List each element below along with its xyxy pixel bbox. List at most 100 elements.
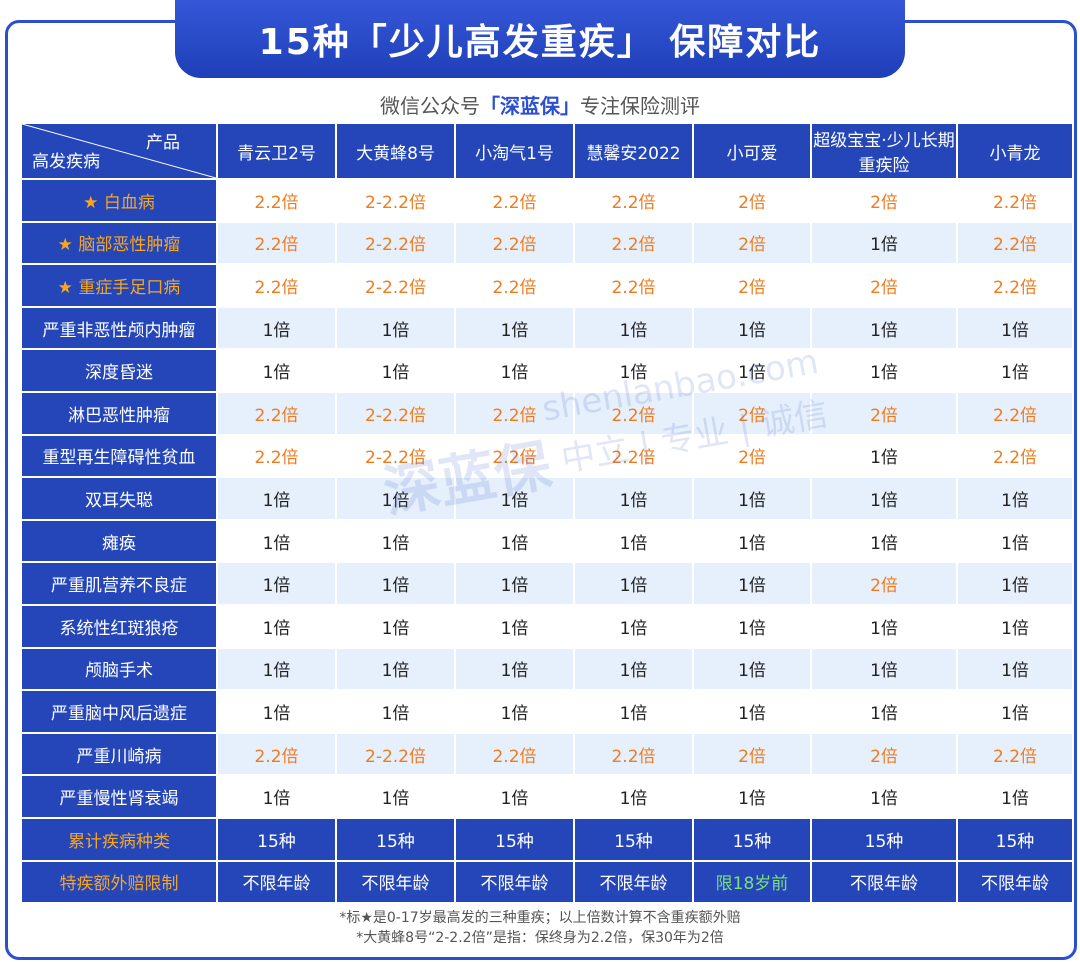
cell: 2.2倍 <box>575 392 692 434</box>
cell: 2.2倍 <box>575 265 692 306</box>
cell: 2.2倍 <box>958 265 1072 306</box>
row: 系统性红斑狼疮 1倍 1倍 1倍 1倍 1倍 1倍 1倍 <box>22 605 1072 647</box>
cell: 2.2倍 <box>575 733 692 775</box>
cell: 1倍 <box>575 691 692 732</box>
summary-cell: 15种 <box>337 818 454 860</box>
summary-cell: 15种 <box>958 818 1072 860</box>
cell: 1倍 <box>575 648 692 690</box>
cell: 2倍 <box>694 435 810 477</box>
cell: 2.2倍 <box>456 392 573 434</box>
cell: 2-2.2倍 <box>337 435 454 477</box>
cell: 1倍 <box>456 648 573 690</box>
header-row: 产品 高发疾病 青云卫2号 大黄蜂8号 小淘气1号 慧馨安2022 小可爱 超级宝宝·少儿长期… <box>22 124 1072 178</box>
column-header: 超级宝宝·少儿长期重疾险 <box>812 124 956 178</box>
cell: 1倍 <box>694 307 810 349</box>
cell: 1倍 <box>218 307 335 349</box>
row-label: 严重肌营养不良症 <box>22 563 216 604</box>
row-label: 系统性红斑狼疮 <box>22 605 216 647</box>
cell: 1倍 <box>218 350 335 391</box>
cell: 1倍 <box>575 563 692 604</box>
row: 双耳失聪 1倍 1倍 1倍 1倍 1倍 1倍 1倍 <box>22 478 1072 519</box>
cell: 2倍 <box>812 563 956 604</box>
summary-cell: 15种 <box>218 818 335 860</box>
cell: 1倍 <box>694 648 810 690</box>
row-label: 严重非恶性颅内肿瘤 <box>22 307 216 349</box>
cell: 1倍 <box>575 520 692 562</box>
summary-cell: 限18岁前 <box>694 861 810 903</box>
column-header: 小淘气1号 <box>456 124 573 178</box>
cell: 1倍 <box>694 776 810 817</box>
cell: 2.2倍 <box>575 222 692 264</box>
cell: 1倍 <box>337 520 454 562</box>
cell: 1倍 <box>812 307 956 349</box>
cell: 1倍 <box>575 307 692 349</box>
cell: 1倍 <box>694 605 810 647</box>
cell: 1倍 <box>456 478 573 519</box>
cell: 1倍 <box>456 350 573 391</box>
cell: 2.2倍 <box>218 733 335 775</box>
row: 重型再生障碍性贫血 2.2倍 2-2.2倍 2.2倍 2.2倍 2倍 1倍 2.2倍 <box>22 435 1072 477</box>
cell: 1倍 <box>218 691 335 732</box>
summary-cell: 15种 <box>812 818 956 860</box>
row: 深度昏迷 1倍 1倍 1倍 1倍 1倍 1倍 1倍 <box>22 350 1072 391</box>
cell: 1倍 <box>958 478 1072 519</box>
cell: 2倍 <box>694 180 810 221</box>
summary-cell: 15种 <box>456 818 573 860</box>
cell: 1倍 <box>337 350 454 391</box>
column-header: 小青龙 <box>958 124 1072 178</box>
row-label: 严重脑中风后遗症 <box>22 691 216 732</box>
subtitle-highlight: 「深蓝保」 <box>480 94 580 118</box>
cell: 1倍 <box>812 350 956 391</box>
row-label: 严重慢性肾衰竭 <box>22 776 216 817</box>
cell: 1倍 <box>958 520 1072 562</box>
cell: 1倍 <box>958 605 1072 647</box>
cell: 2倍 <box>694 265 810 306</box>
cell: 2.2倍 <box>456 222 573 264</box>
cell: 1倍 <box>218 478 335 519</box>
cell: 2.2倍 <box>456 265 573 306</box>
cell: 1倍 <box>958 648 1072 690</box>
summary-cell: 15种 <box>694 818 810 860</box>
corner-cell: 产品 高发疾病 <box>22 124 216 178</box>
title: 15种「少儿高发重疾」 保障对比 <box>175 0 905 78</box>
cell: 1倍 <box>218 563 335 604</box>
cell: 1倍 <box>337 307 454 349</box>
row: 严重川崎病 2.2倍 2-2.2倍 2.2倍 2.2倍 2倍 2倍 2.2倍 <box>22 733 1072 775</box>
row-label: 双耳失聪 <box>22 478 216 519</box>
cell: 1倍 <box>337 648 454 690</box>
cell: 2.2倍 <box>456 733 573 775</box>
row-label: 颅脑手术 <box>22 648 216 690</box>
summary-label: 累计疾病种类 <box>22 818 216 860</box>
cell: 2.2倍 <box>575 180 692 221</box>
cell: 1倍 <box>694 563 810 604</box>
cell: 2.2倍 <box>958 392 1072 434</box>
summary-row: 累计疾病种类 15种 15种 15种 15种 15种 15种 15种 <box>22 818 1072 860</box>
cell: 1倍 <box>575 478 692 519</box>
cell: 2.2倍 <box>958 733 1072 775</box>
subtitle: 微信公众号「深蓝保」专注保险测评 <box>0 90 1080 119</box>
row-label: 淋巴恶性肿瘤 <box>22 392 216 434</box>
corner-bottom: 高发疾病 <box>32 152 100 172</box>
row-label: ★ 脑部恶性肿瘤 <box>22 222 216 264</box>
cell: 1倍 <box>694 350 810 391</box>
summary-cell: 15种 <box>575 818 692 860</box>
summary-cell: 不限年龄 <box>812 861 956 903</box>
cell: 1倍 <box>218 776 335 817</box>
cell: 1倍 <box>337 563 454 604</box>
cell: 1倍 <box>456 307 573 349</box>
cell: 1倍 <box>958 563 1072 604</box>
cell: 1倍 <box>575 605 692 647</box>
summary-cell: 不限年龄 <box>337 861 454 903</box>
note: *标★是0-17岁最高发的三种重疾；以上倍数计算不含重疾额外赔 <box>339 910 741 926</box>
column-header: 大黄蜂8号 <box>337 124 454 178</box>
cell: 1倍 <box>958 691 1072 732</box>
subtitle-prefix: 微信公众号 <box>380 94 480 118</box>
cell: 1倍 <box>694 520 810 562</box>
cell: 1倍 <box>812 776 956 817</box>
cell: 1倍 <box>812 605 956 647</box>
cell: 1倍 <box>456 520 573 562</box>
cell: 2.2倍 <box>456 180 573 221</box>
cell: 2.2倍 <box>218 180 335 221</box>
cell: 1倍 <box>575 776 692 817</box>
